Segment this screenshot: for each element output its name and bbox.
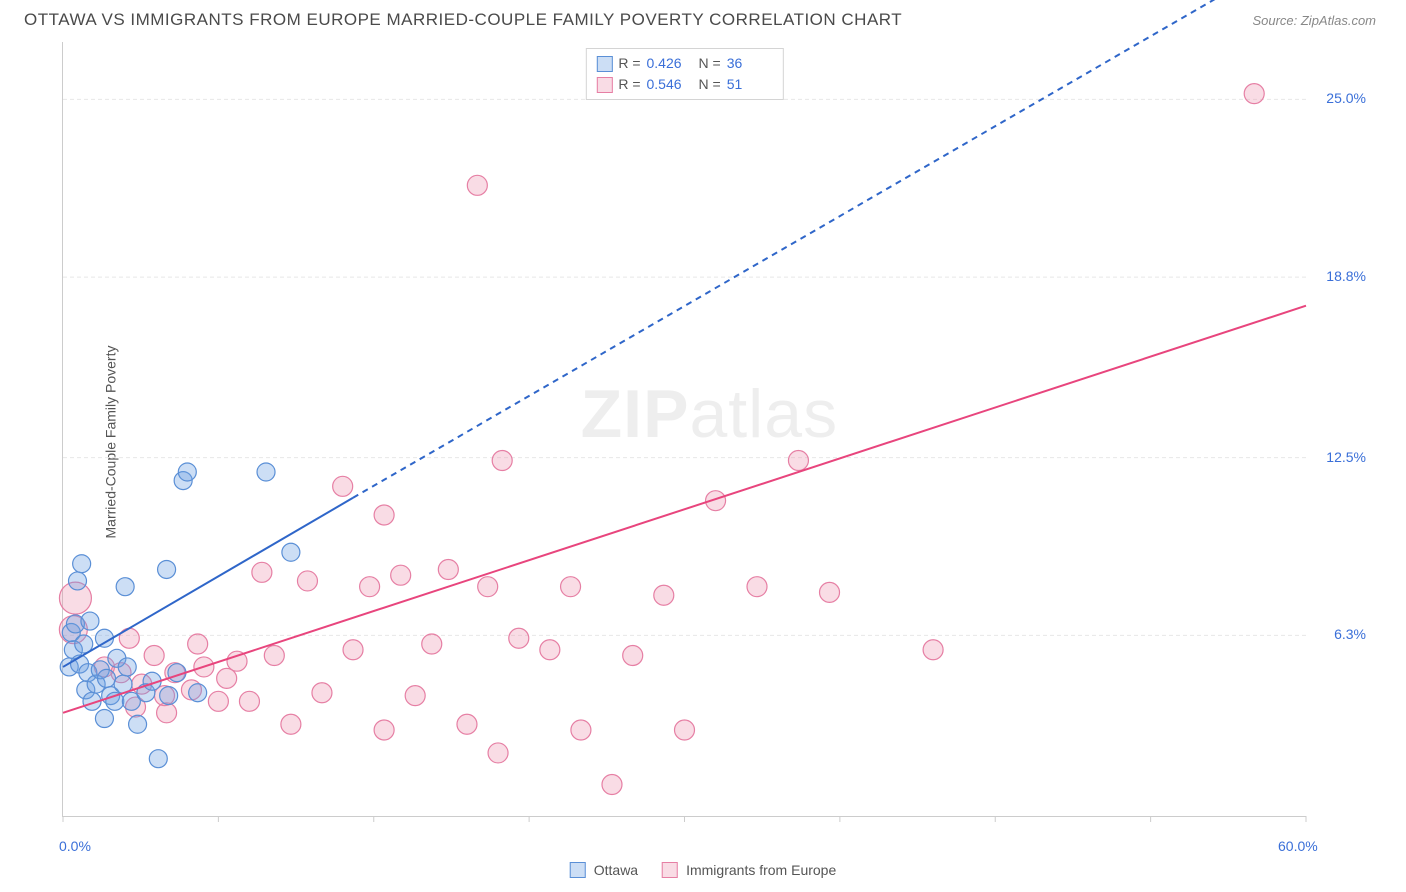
r-label: R = [618, 53, 640, 74]
r-value-europe: 0.546 [647, 74, 693, 95]
swatch-europe [662, 862, 678, 878]
legend-item-europe: Immigrants from Europe [662, 862, 836, 878]
chart-title: OTTAWA VS IMMIGRANTS FROM EUROPE MARRIED… [24, 10, 902, 30]
correlation-row-ottawa: R = 0.426 N = 36 [596, 53, 772, 74]
swatch-ottawa [596, 56, 612, 72]
y-tick-label: 6.3% [1334, 626, 1366, 642]
correlation-row-europe: R = 0.546 N = 51 [596, 74, 772, 95]
legend-label-europe: Immigrants from Europe [686, 862, 836, 878]
y-tick-label: 12.5% [1326, 449, 1366, 465]
swatch-ottawa [570, 862, 586, 878]
x-tick-label: 60.0% [1278, 838, 1318, 854]
n-value-ottawa: 36 [727, 53, 773, 74]
r-label: R = [618, 74, 640, 95]
r-value-ottawa: 0.426 [647, 53, 693, 74]
swatch-europe [596, 77, 612, 93]
y-tick-label: 25.0% [1326, 90, 1366, 106]
n-label: N = [699, 53, 721, 74]
n-value-europe: 51 [727, 74, 773, 95]
plot-svg [63, 42, 1306, 816]
x-tick-label: 0.0% [59, 838, 91, 854]
legend-item-ottawa: Ottawa [570, 862, 638, 878]
chart-source: Source: ZipAtlas.com [1252, 13, 1376, 28]
y-tick-label: 18.8% [1326, 268, 1366, 284]
n-label: N = [699, 74, 721, 95]
chart-header: OTTAWA VS IMMIGRANTS FROM EUROPE MARRIED… [0, 0, 1406, 38]
chart-area: Married-Couple Family Poverty R = 0.426 … [24, 42, 1376, 842]
plot-region: R = 0.426 N = 36 R = 0.546 N = 51 ZIPatl… [62, 42, 1306, 817]
series-legend: Ottawa Immigrants from Europe [570, 862, 837, 878]
legend-label-ottawa: Ottawa [594, 862, 638, 878]
correlation-legend: R = 0.426 N = 36 R = 0.546 N = 51 [585, 48, 783, 100]
